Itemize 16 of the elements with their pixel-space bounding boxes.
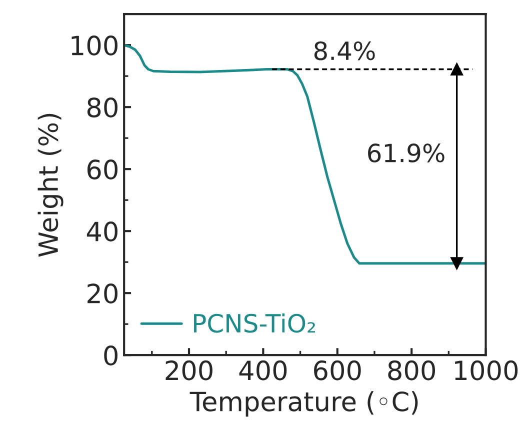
annotation: 61.9% — [368, 144, 444, 162]
y-tick-label: 20 — [88, 284, 118, 304]
y-tick-label: 40 — [86, 222, 118, 242]
x-tick-label: 400 — [239, 360, 287, 380]
legend-label: PCNS-TiO₂ — [194, 313, 315, 333]
annotation: 8.4% — [314, 41, 375, 60]
y-tick-label: 100 — [72, 36, 118, 56]
x-axis-title: Temperature (◦C) — [190, 391, 418, 417]
x-tick-label: 600 — [314, 360, 361, 380]
y-tick-label: 0 — [104, 346, 118, 366]
y-tick-label: 60 — [87, 160, 118, 180]
x-tick-label: 1000 — [455, 360, 518, 380]
y-axis-title: Weight (%) — [38, 114, 64, 257]
x-tick-label: 200 — [166, 360, 212, 380]
y-tick-label: 80 — [87, 98, 118, 118]
x-tick-label: 800 — [388, 360, 435, 380]
